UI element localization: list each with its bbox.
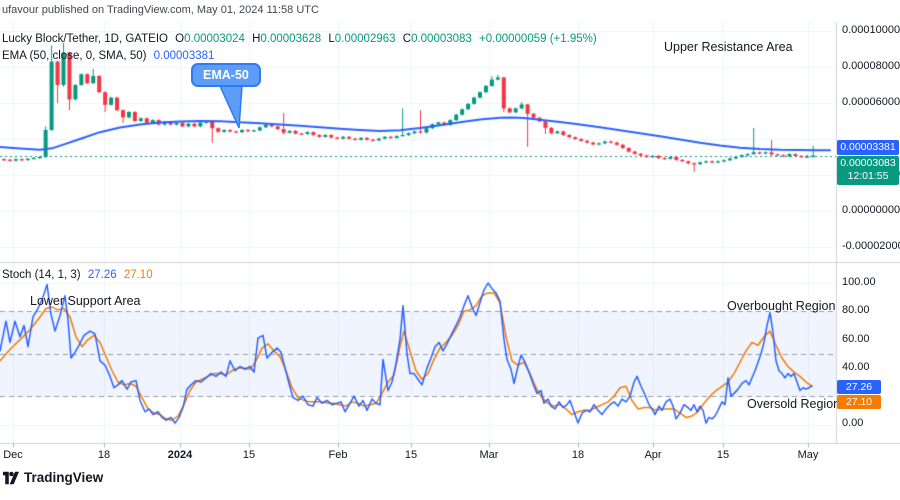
- ema-callout-tail: [219, 86, 243, 129]
- ohlc-low-value: 0.00002963: [334, 33, 396, 45]
- ema-indicator-name[interactable]: EMA (50, close, 0, SMA, 50): [2, 50, 147, 62]
- ohlc-low-letter: L: [328, 33, 335, 45]
- price-axis-label: -0.00002000: [842, 240, 900, 252]
- time-axis-label: 2024: [167, 449, 193, 461]
- stoch-k-value: 27.26: [87, 269, 117, 281]
- ohlc-high-letter: H: [252, 33, 261, 45]
- last-price-tag: 0.00003083 12:01:55: [837, 156, 899, 185]
- publish-header-text: ufavour published on TradingView.com, Ma…: [2, 4, 319, 16]
- time-axis-label: Mar: [479, 449, 499, 461]
- price-axis-label: 0.00006000: [842, 96, 900, 108]
- symbol-title[interactable]: Lucky Block/Tether, 1D, GATEIO: [2, 33, 168, 45]
- time-axis-label: Apr: [644, 449, 662, 461]
- stoch-axis-label: 0.00: [842, 417, 864, 429]
- tradingview-brand-text: TradingView: [24, 470, 104, 485]
- price-axis-label: 0.00000000: [842, 204, 900, 216]
- stoch-d-tag: 27.10: [837, 395, 881, 409]
- tradingview-logo-icon: [3, 471, 19, 484]
- ema-legend-row[interactable]: EMA (50, close, 0, SMA, 50) 0.00003381: [2, 50, 218, 62]
- time-axis-label: 15: [716, 449, 730, 461]
- stoch-indicator-name[interactable]: Stoch (14, 1, 3): [2, 269, 81, 281]
- price-legend-row[interactable]: Lucky Block/Tether, 1D, GATEIO O0.000030…: [2, 33, 601, 45]
- ema-callout[interactable]: EMA-50: [191, 63, 261, 87]
- stoch-k-tag: 27.26: [837, 380, 881, 394]
- last-price-value: 0.00003083: [840, 157, 896, 169]
- ohlc-open-value: 0.00003024: [184, 33, 245, 45]
- tradingview-brand[interactable]: TradingView: [3, 470, 103, 485]
- ohlc-open-letter: O: [175, 33, 185, 45]
- time-axis-label: 15: [242, 449, 256, 461]
- ema-price-tag: 0.00003381: [837, 140, 899, 155]
- publish-header: ufavour published on TradingView.com, Ma…: [0, 0, 900, 22]
- ohlc-high-value: 0.00003628: [260, 33, 322, 45]
- bar-countdown: 12:01:55: [847, 170, 889, 182]
- upper-resistance-label[interactable]: Upper Resistance Area: [664, 40, 793, 54]
- oversold-region-label[interactable]: Oversold Region: [747, 397, 841, 411]
- price-axis-label: 0.00010000: [842, 24, 900, 36]
- time-axis-label: 18: [571, 449, 585, 461]
- change-value: +0.00000059 (+1.95%): [479, 33, 597, 45]
- overbought-region-label[interactable]: Overbought Region: [727, 299, 836, 313]
- ema-indicator-value: 0.00003381: [153, 50, 215, 62]
- stoch-d-value: 27.10: [123, 269, 153, 281]
- stoch-axis-label: 40.00: [842, 361, 870, 373]
- stoch-axis-label: 60.00: [842, 333, 870, 345]
- price-axis-label: 0.00008000: [842, 60, 900, 72]
- ohlc-close-value: 0.00003083: [411, 33, 472, 45]
- time-axis-label: 18: [97, 449, 111, 461]
- stoch-axis-label: 100.00: [842, 276, 876, 288]
- time-axis-label: 15: [404, 449, 418, 461]
- time-axis-label: Dec: [3, 449, 23, 461]
- ohlc-close-letter: C: [402, 33, 412, 45]
- stoch-legend-row[interactable]: Stoch (14, 1, 3) 27.26 27.10: [2, 269, 157, 281]
- time-axis-label: May: [797, 449, 819, 461]
- lower-support-label[interactable]: Lower Support Area: [30, 294, 141, 308]
- time-axis-label: Feb: [328, 449, 348, 461]
- stoch-axis-label: 80.00: [842, 304, 870, 316]
